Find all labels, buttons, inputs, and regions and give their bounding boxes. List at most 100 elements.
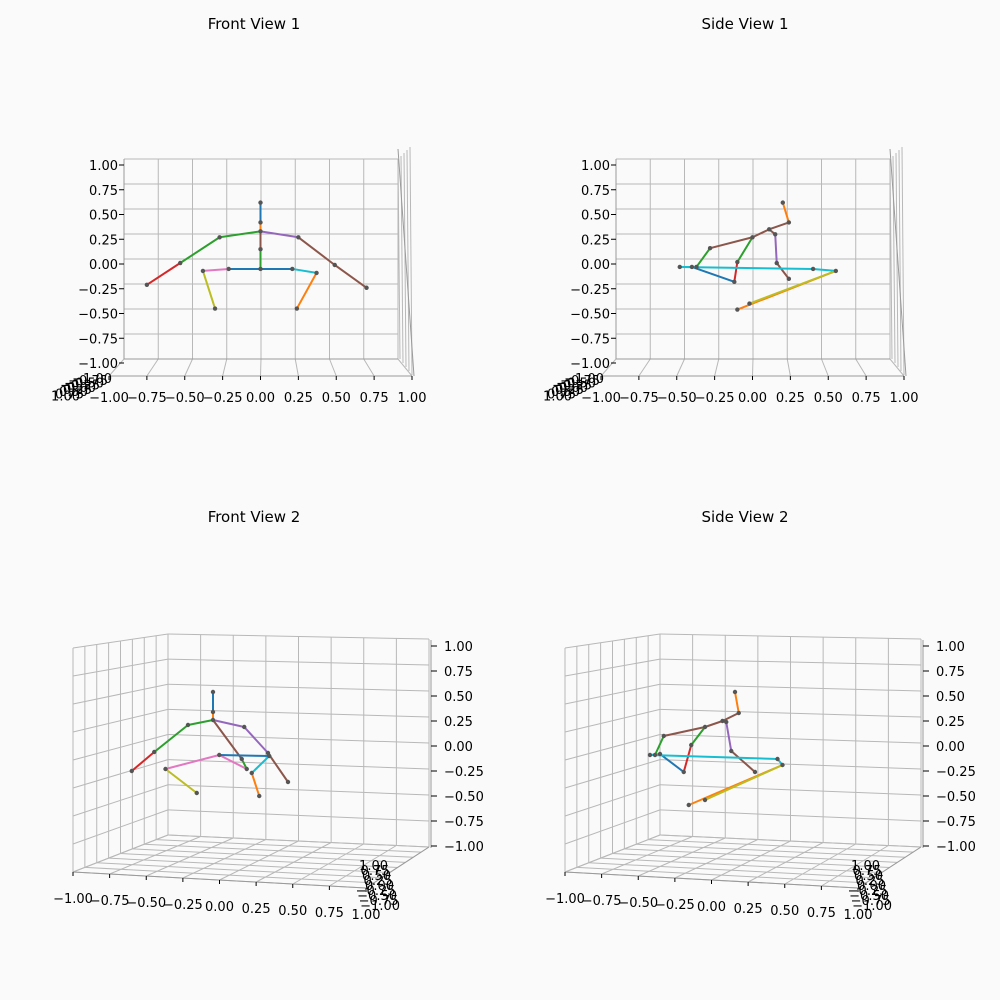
x-tick-label: −1.00 bbox=[545, 892, 585, 907]
joint-point bbox=[686, 802, 691, 808]
joint-point bbox=[766, 227, 772, 232]
bone-line bbox=[267, 752, 289, 783]
joint-point bbox=[200, 268, 206, 274]
gridline-back-horizontal bbox=[659, 734, 922, 744]
bone-line bbox=[730, 750, 756, 773]
z-tick-label: 1.00 bbox=[89, 159, 118, 174]
gridline-left-horizontal bbox=[72, 708, 169, 733]
gridline-left-horizontal bbox=[72, 633, 169, 649]
gridline-floor-depth bbox=[84, 866, 374, 884]
z-tick-label: 0.50 bbox=[89, 209, 118, 224]
gridline-floor bbox=[638, 358, 651, 377]
gridline-floor bbox=[260, 358, 262, 377]
gridline-back-horizontal bbox=[659, 683, 922, 692]
gridline-floor-depth bbox=[576, 866, 866, 884]
bone-line bbox=[659, 753, 685, 773]
x-tick-label: 0.25 bbox=[734, 902, 763, 917]
x-tick-label: 0.25 bbox=[776, 391, 805, 406]
subplot-front-view-2: Front View 2 −1.00−0.75−0.50−0.25 0.00 0.2… bbox=[53, 508, 484, 923]
depth-tick-label: 0.50 bbox=[551, 385, 580, 400]
z-tick-label: −1.00 bbox=[570, 357, 610, 372]
depth-tick-label: 0.25 bbox=[364, 874, 393, 889]
depth-tick-label: 0.00 bbox=[857, 879, 886, 894]
gridline-floor bbox=[294, 358, 299, 377]
bone-line bbox=[250, 755, 271, 774]
joint-point bbox=[677, 264, 682, 270]
bone-line bbox=[179, 236, 221, 265]
z-tick-label: 1.00 bbox=[581, 159, 610, 174]
bone-line bbox=[218, 230, 262, 239]
bone-line bbox=[690, 726, 706, 746]
depth-tick-label: 0.00 bbox=[559, 381, 588, 396]
z-tick-label: −0.25 bbox=[78, 283, 118, 298]
subplot-side-view-1: Side View 1 −1.00−0.75−0.50−0.25 0.00 0.25… bbox=[543, 15, 918, 406]
bone-line bbox=[297, 236, 336, 266]
subplot-side-view-2: Side View 2 −1.00−0.75−0.50−0.25 0.00 0.25… bbox=[545, 508, 976, 923]
skeleton bbox=[129, 689, 291, 799]
z-tick-label: −0.50 bbox=[78, 308, 118, 323]
joint-point bbox=[736, 710, 741, 716]
depth-tick-label: 0.25 bbox=[555, 383, 584, 398]
joint-point bbox=[647, 752, 653, 758]
subplot-front-view-1: Front View 1 −1.00−0.75−0.50−0.25 0.00 0.2… bbox=[51, 15, 426, 406]
x-tick-label: 1.00 bbox=[352, 908, 381, 923]
joint-point bbox=[775, 756, 780, 762]
joint-point bbox=[732, 279, 737, 285]
depth-tick-label: 0.75 bbox=[547, 387, 576, 402]
joint-point bbox=[681, 769, 686, 775]
gridline-floor bbox=[786, 358, 791, 377]
depth-tick-label: 0.75 bbox=[853, 864, 882, 879]
joint-point bbox=[661, 733, 666, 739]
depth-tick-label: −0.25 bbox=[356, 884, 396, 899]
x-tick-label: −0.25 bbox=[695, 391, 735, 406]
depth-tick-label: 1.00 bbox=[543, 390, 572, 405]
x-tick-label: −1.00 bbox=[581, 391, 621, 406]
x-tick-label: −0.50 bbox=[126, 896, 166, 911]
z-tick-label: −0.25 bbox=[444, 765, 484, 780]
skeleton bbox=[677, 200, 839, 312]
x-tick-label: 0.75 bbox=[360, 391, 389, 406]
bone-line bbox=[775, 262, 790, 280]
z-tick-label: 0.00 bbox=[936, 740, 965, 755]
joint-point bbox=[129, 768, 134, 774]
bone-line bbox=[243, 726, 269, 754]
z-tick-label: −1.00 bbox=[444, 840, 484, 855]
x-tick-label: 0.00 bbox=[697, 900, 726, 915]
bone-line bbox=[721, 712, 740, 722]
joint-point bbox=[258, 266, 263, 272]
gridline-wall bbox=[892, 155, 896, 364]
bone-line bbox=[704, 720, 724, 728]
gridlines bbox=[564, 633, 922, 889]
z-tick-label: 0.25 bbox=[89, 233, 118, 248]
bone-line bbox=[187, 719, 214, 726]
bone-line bbox=[734, 691, 740, 714]
bone-line bbox=[654, 735, 665, 756]
gridline-left-horizontal bbox=[564, 683, 661, 705]
bone-line bbox=[662, 726, 706, 737]
bone-line bbox=[218, 754, 248, 770]
gridline-floor bbox=[821, 845, 889, 887]
depth-tick-label: 0.00 bbox=[67, 381, 96, 396]
depth-tick-label: −0.75 bbox=[359, 894, 399, 909]
depth-tick-label: −0.50 bbox=[849, 889, 889, 904]
joint-point bbox=[249, 770, 254, 776]
depth-tick-label: −0.25 bbox=[552, 379, 592, 394]
gridline-floor bbox=[146, 358, 159, 377]
joint-point bbox=[729, 748, 734, 754]
depth-tick-label: 0.00 bbox=[365, 879, 394, 894]
z-tick-label: 0.50 bbox=[581, 209, 610, 224]
joint-point bbox=[210, 717, 216, 723]
gridline-floor-depth bbox=[96, 862, 382, 879]
depth-tick-label: 1.00 bbox=[359, 859, 388, 874]
gridlines bbox=[72, 633, 430, 889]
bone-line bbox=[774, 233, 778, 265]
x-tick-label: −0.25 bbox=[163, 898, 203, 913]
depth-tick-label: 0.50 bbox=[362, 869, 391, 884]
depth-tick-label: −0.50 bbox=[556, 376, 596, 391]
bone-line bbox=[748, 269, 837, 305]
joint-point bbox=[786, 276, 792, 282]
joint-point bbox=[332, 262, 337, 268]
x-tick-label: 0.50 bbox=[770, 904, 799, 919]
joint-point bbox=[210, 689, 216, 695]
joint-point bbox=[258, 200, 263, 205]
